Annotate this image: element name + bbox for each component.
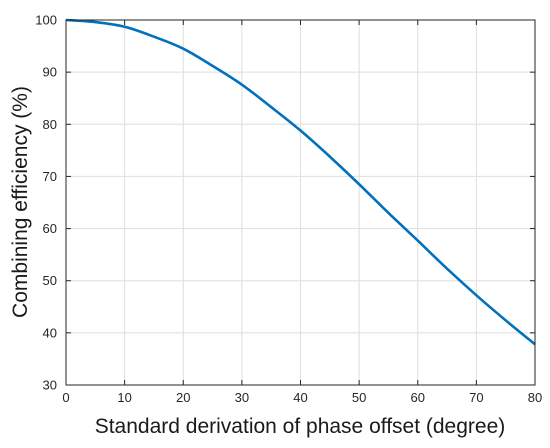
x-tick-label: 10 [117,390,131,405]
x-tick-label: 40 [293,390,307,405]
y-tick-label: 60 [43,221,57,236]
y-tick-label: 30 [43,378,57,393]
y-axis-ticks: 30 40 50 60 70 80 90 100 [35,13,535,393]
x-axis-label: Standard derivation of phase offset (deg… [95,415,506,438]
x-tick-label: 30 [235,390,249,405]
x-tick-label: 50 [352,390,366,405]
x-tick-label: 20 [176,390,190,405]
y-axis-label: Combining efficiency (%) [9,86,32,318]
y-tick-label: 90 [43,65,57,80]
x-tick-label: 0 [62,390,69,405]
y-tick-label: 80 [43,117,57,132]
x-tick-label: 70 [469,390,483,405]
x-tick-label: 80 [528,390,542,405]
y-tick-label: 50 [43,273,57,288]
series-line-0 [65,18,536,346]
series-layer [65,18,536,346]
x-axis-ticks: 0 10 20 30 40 50 60 70 80 [62,20,542,405]
x-tick-label: 60 [411,390,425,405]
y-tick-label: 100 [35,13,57,28]
y-tick-label: 40 [43,325,57,340]
y-tick-label: 70 [43,169,57,184]
